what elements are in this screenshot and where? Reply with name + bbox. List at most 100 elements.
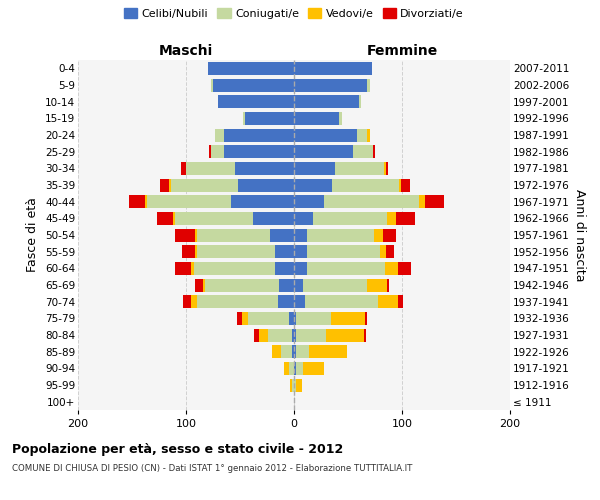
Bar [387,278,389,291]
Bar [340,112,341,125]
Bar [275,262,294,275]
Bar [157,212,173,225]
Bar [365,312,367,325]
Bar [292,345,294,358]
Bar [248,312,289,325]
Bar [302,362,324,375]
Bar [194,245,197,258]
Text: Popolazione per età, sesso e stato civile - 2012: Popolazione per età, sesso e stato civil… [12,442,343,456]
Bar [194,278,203,291]
Bar [209,145,211,158]
Bar [294,245,307,258]
Bar [294,145,353,158]
Bar [237,312,242,325]
Bar [292,328,294,342]
Bar [238,178,294,192]
Bar [294,262,307,275]
Bar [383,162,386,175]
Bar [147,195,232,208]
Bar [367,278,387,291]
Bar [307,245,380,258]
Bar [294,228,307,241]
Bar [294,112,340,125]
Bar [259,328,268,342]
Bar [419,195,425,208]
Bar [425,195,444,208]
Bar [294,212,313,225]
Bar [268,328,292,342]
Bar [145,195,147,208]
Bar [296,378,302,392]
Bar [294,195,324,208]
Bar [211,145,224,158]
Bar [253,212,294,225]
Bar [294,278,302,291]
Bar [245,112,294,125]
Bar [242,312,248,325]
Bar [353,145,373,158]
Bar [197,295,278,308]
Bar [309,345,347,358]
Bar [294,178,332,192]
Bar [294,362,296,375]
Bar [401,178,410,192]
Bar [292,378,294,392]
Bar [284,362,289,375]
Bar [296,328,326,342]
Bar [313,212,387,225]
Bar [183,295,191,308]
Bar [296,362,302,375]
Bar [294,328,296,342]
Bar [182,245,194,258]
Bar [294,62,372,75]
Bar [289,312,294,325]
Bar [335,162,383,175]
Bar [235,162,294,175]
Bar [279,278,294,291]
Bar [232,195,294,208]
Bar [373,145,375,158]
Bar [243,112,245,125]
Bar [175,262,191,275]
Bar [218,95,294,108]
Bar [191,295,197,308]
Bar [181,162,186,175]
Bar [160,178,169,192]
Bar [367,78,370,92]
Bar [197,228,270,241]
Bar [387,212,395,225]
Bar [307,228,374,241]
Bar [386,245,394,258]
Bar [386,162,388,175]
Bar [272,345,281,358]
Bar [296,312,331,325]
Bar [294,295,305,308]
Bar [307,262,385,275]
Bar [294,128,356,141]
Bar [326,328,364,342]
Bar [294,162,335,175]
Bar [215,128,224,141]
Text: COMUNE DI CHIUSA DI PESIO (CN) - Dati ISTAT 1° gennaio 2012 - Elaborazione TUTTI: COMUNE DI CHIUSA DI PESIO (CN) - Dati IS… [12,464,412,473]
Bar [294,345,296,358]
Bar [294,378,296,392]
Bar [213,78,294,92]
Bar [290,378,292,392]
Bar [175,228,194,241]
Bar [296,345,309,358]
Y-axis label: Fasce di età: Fasce di età [26,198,40,272]
Bar [367,128,370,141]
Bar [211,78,213,92]
Bar [186,162,235,175]
Bar [398,295,403,308]
Bar [294,95,359,108]
Bar [399,178,401,192]
Bar [173,212,175,225]
Bar [129,195,145,208]
Bar [294,78,367,92]
Bar [385,262,398,275]
Bar [203,278,205,291]
Bar [364,328,367,342]
Bar [383,228,395,241]
Bar [194,262,275,275]
